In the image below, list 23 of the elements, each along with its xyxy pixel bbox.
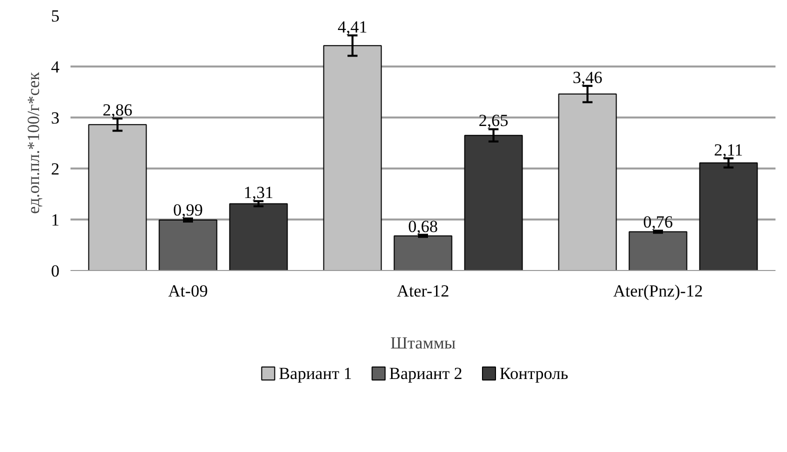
x-tick-label: Ater-12	[396, 282, 450, 300]
data-label: 0,76	[643, 212, 673, 232]
y-tick-label: 4	[51, 58, 60, 76]
data-label: 2,65	[478, 111, 508, 130]
data-label: 0,68	[408, 216, 438, 236]
x-tick-label: At-09	[168, 282, 208, 300]
x-tick-label: Ater(Pnz)-12	[613, 282, 703, 300]
y-tick-label: 5	[51, 6, 60, 26]
y-tick-label: 0	[51, 262, 60, 280]
legend-label: Вариант 1	[278, 364, 352, 383]
data-label: 2,11	[714, 140, 744, 160]
x-axis-title: Штаммы	[390, 334, 456, 352]
data-label: 1,31	[244, 183, 274, 202]
data-label: 3,46	[572, 68, 602, 87]
data-label: 4,41	[338, 17, 368, 36]
data-label: 2,86	[102, 100, 132, 120]
y-tick-label: 2	[51, 160, 60, 178]
data-label: 0,99	[173, 200, 203, 220]
y-axis-title: ед.оп.пл.*100/г*сек	[24, 71, 43, 214]
legend-label: Вариант 2	[389, 364, 462, 383]
legend-label: Контроль	[500, 364, 568, 383]
y-tick-label: 3	[51, 108, 60, 128]
y-tick-label: 1	[51, 210, 60, 230]
